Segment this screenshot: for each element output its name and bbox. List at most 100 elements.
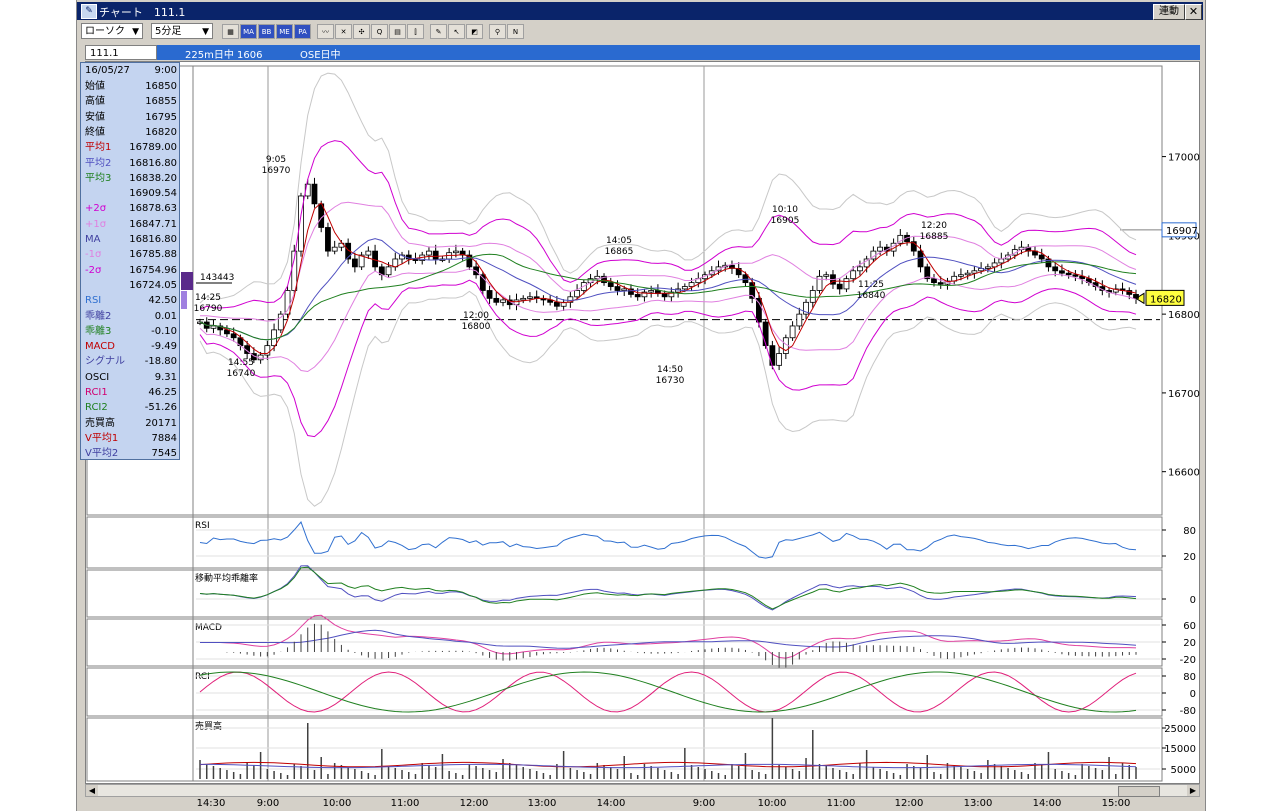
bollinger-3sigma-upper: [199, 72, 1137, 304]
panel-label: 移動平均乖離率: [195, 572, 258, 584]
ma-button[interactable]: MA: [240, 24, 257, 39]
annotation-price: 16970: [262, 166, 291, 176]
data-value: 7545: [151, 448, 177, 460]
panel-tick-label: -80: [1180, 706, 1196, 717]
data-row: -1σ 16785.88: [85, 247, 177, 262]
candle-body: [742, 274, 749, 284]
symbol-field[interactable]: 111.1: [85, 45, 157, 60]
candle-body: [857, 266, 863, 272]
data-key: MACD: [85, 341, 115, 353]
cursor-cross-icon[interactable]: ✣: [353, 24, 370, 39]
zoom-icon[interactable]: Q: [371, 24, 388, 39]
data-key: -2σ: [85, 264, 102, 276]
candle-body: [836, 283, 843, 290]
time-tick: 10:00: [322, 798, 352, 809]
chart-area[interactable]: [85, 61, 1200, 784]
data-key: 終値: [85, 126, 105, 138]
data-value: -51.26: [144, 402, 177, 414]
candle-body: [1133, 294, 1139, 299]
scroll-thumb[interactable]: [1118, 786, 1160, 797]
data-value: 16838.20: [129, 172, 177, 184]
data-value: -9.49: [151, 341, 177, 353]
candle-body: [749, 282, 756, 299]
data-value: 7884: [151, 432, 177, 444]
cross-icon[interactable]: ✕: [335, 24, 352, 39]
me-button[interactable]: ME: [276, 24, 293, 39]
pen-icon[interactable]: ✎: [430, 24, 447, 39]
chevron-down-icon: ▼: [132, 27, 139, 37]
candle-body: [634, 294, 641, 298]
candle-body: [917, 250, 924, 268]
candle-body: [803, 301, 809, 315]
candle-body: [527, 296, 533, 299]
deviation-3-line: [199, 566, 1137, 610]
toolbar: ローソク ▼ 5分足 ▼ ▦ MA BB ME PA 〰 ✕ ✣ Q ▤ ⫿ ✎ ↖ ◩ ⚲ N: [77, 21, 1203, 43]
horizontal-scrollbar[interactable]: ◀ ▶: [85, 784, 1200, 797]
moving-average-2: [199, 238, 1137, 341]
candle-body: [809, 290, 816, 303]
data-row: 乖離2 0.01: [85, 309, 177, 324]
fib-icon[interactable]: ⫿: [407, 24, 424, 39]
candle-body: [789, 325, 796, 339]
time-tick: 12:00: [459, 798, 489, 809]
print-icon[interactable]: ▤: [389, 24, 406, 39]
annotation-time: 14:05: [606, 236, 632, 246]
annotation-price: 16730: [656, 376, 685, 386]
candle-body: [486, 290, 493, 299]
bollinger-1sigma-upper: [200, 201, 1137, 322]
price-tick-label: 16600: [1168, 468, 1200, 479]
rci1-line: [199, 671, 1137, 713]
candle-body: [520, 297, 527, 301]
interval-value: 5分足: [155, 26, 182, 37]
title-bar: ✎ チャート 111.1 連動 ✕: [77, 2, 1203, 20]
eraser-icon[interactable]: ◩: [466, 24, 483, 39]
panel-tick-label: 20: [1183, 638, 1196, 649]
scroll-right-icon[interactable]: ▶: [1187, 785, 1199, 796]
candle-body: [668, 291, 675, 298]
bb-button[interactable]: BB: [258, 24, 275, 39]
candle-body: [601, 275, 607, 284]
data-value: 16847.71: [129, 218, 177, 230]
link-button[interactable]: 連動: [1153, 4, 1185, 20]
data-key: シグナル: [85, 356, 125, 368]
candle-body: [311, 183, 318, 205]
panel-label: MACD: [195, 623, 222, 633]
line-draw-icon[interactable]: N: [507, 24, 524, 39]
data-row: 始値 16850: [85, 79, 177, 94]
candle-body: [466, 254, 473, 268]
candle-body: [426, 250, 432, 256]
panel-frame: [86, 516, 1163, 569]
search-icon[interactable]: ⚲: [489, 24, 506, 39]
candle-body: [277, 313, 284, 331]
data-key: RSI: [85, 295, 102, 307]
candle-body: [500, 299, 506, 303]
scroll-left-icon[interactable]: ◀: [86, 785, 98, 796]
pa-button[interactable]: PA: [294, 24, 311, 39]
interval-select[interactable]: 5分足 ▼: [151, 23, 213, 39]
candle-body: [452, 250, 459, 254]
time-tick: 11:00: [826, 798, 856, 809]
data-row: MACD -9.49: [85, 339, 177, 354]
rsi-line: [199, 521, 1137, 559]
candle-body: [823, 274, 830, 277]
data-value: 16785.88: [129, 249, 177, 261]
time-value: 9:00: [154, 65, 177, 76]
bollinger-2sigma-upper: [199, 140, 1137, 310]
data-value: 20171: [145, 417, 177, 429]
pointer-icon[interactable]: ↖: [448, 24, 465, 39]
panel-label: RSI: [195, 521, 210, 531]
time-axis: 14:30 9:00 10:00 11:00 12:00 13:00 14:00 9:00 10…: [0, 797, 1131, 811]
panel-tick-label: 0: [1190, 595, 1196, 606]
chart-type-select[interactable]: ローソク ▼: [81, 23, 143, 39]
trend-icon[interactable]: 〰: [317, 24, 334, 39]
close-button[interactable]: ✕: [1185, 4, 1202, 20]
data-key: 始値: [85, 81, 105, 92]
annotation-price: 16865: [605, 247, 634, 257]
data-row: 高値 16855: [85, 94, 177, 109]
candle-body: [1112, 288, 1119, 293]
panel-tick-label: 15000: [1164, 744, 1196, 755]
candle-body: [574, 290, 580, 298]
grid-icon[interactable]: ▦: [222, 24, 239, 39]
candle-body: [358, 254, 365, 268]
